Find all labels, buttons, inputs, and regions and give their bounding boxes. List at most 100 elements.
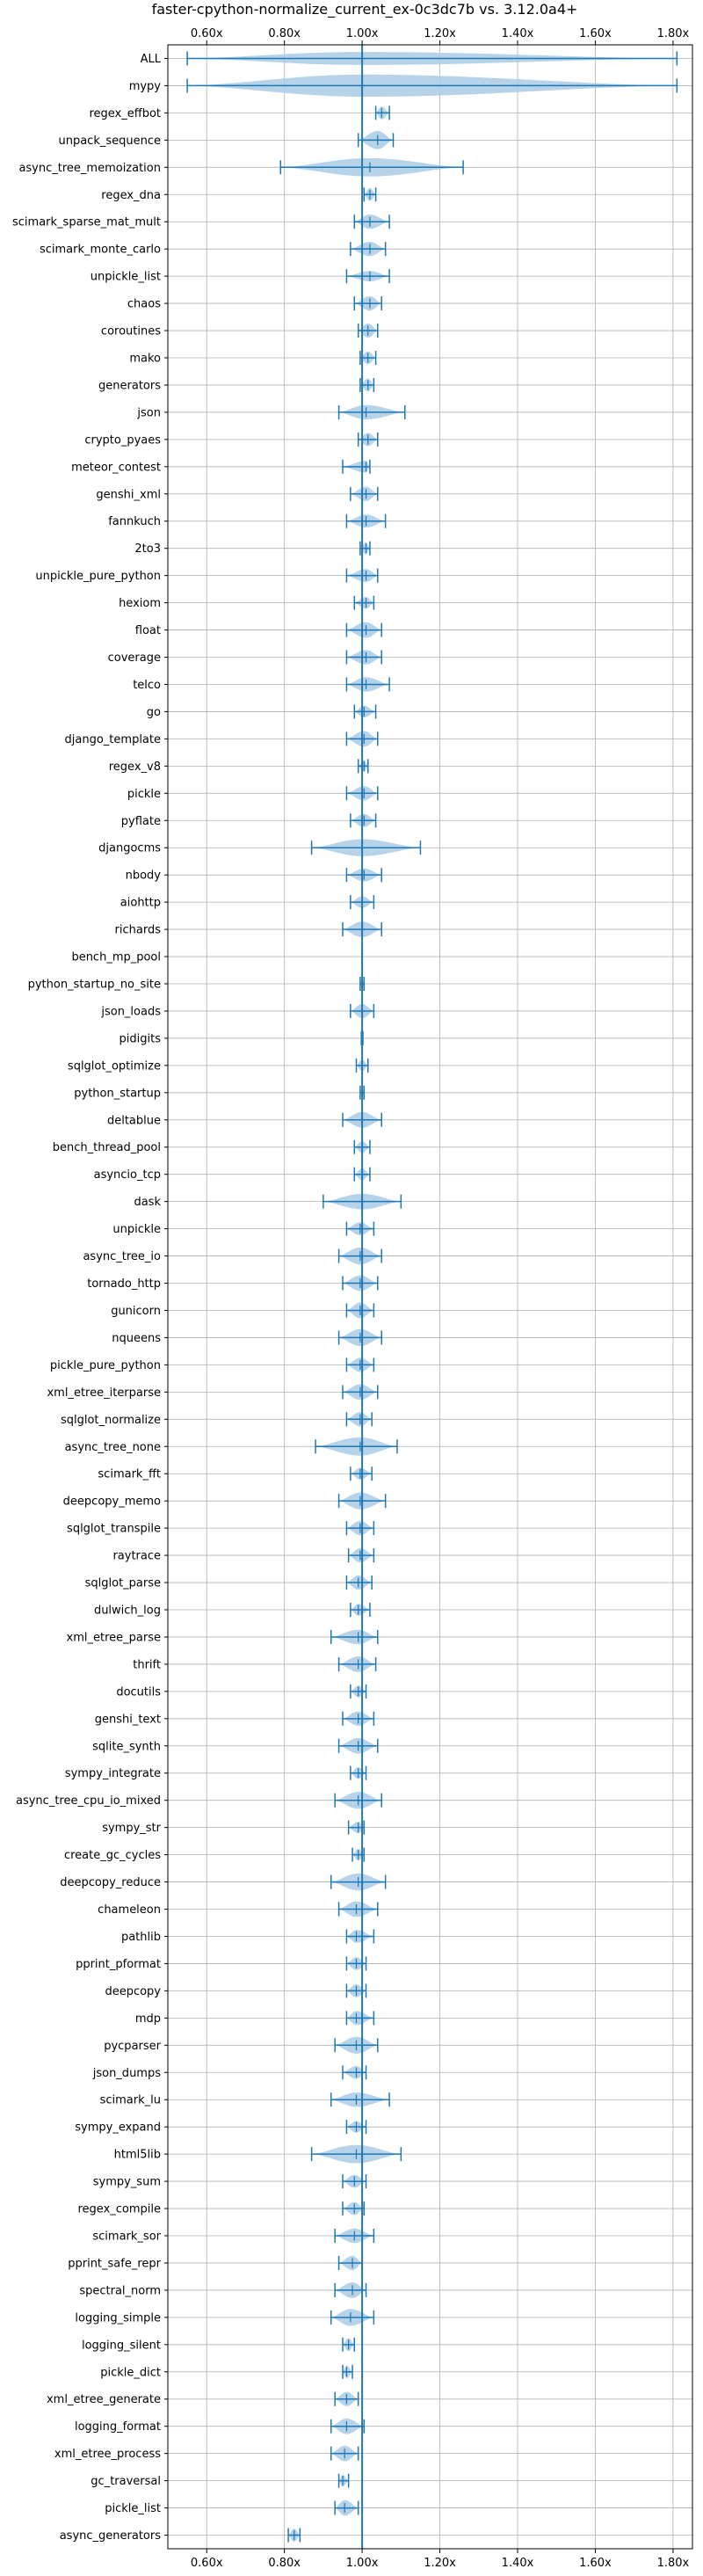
benchmark-label: sympy_sum [93, 2176, 161, 2189]
top-tick-label: 1.20x [424, 27, 456, 40]
benchmark-label: nqueens [112, 1332, 161, 1345]
benchmark-label: coverage [108, 651, 161, 665]
benchmark-label: pidigits [120, 1032, 162, 1045]
benchmark-label: django_template [65, 733, 161, 746]
benchmark-label: sqlglot_optimize [68, 1059, 161, 1073]
top-tick-label: 1.00x [346, 27, 379, 40]
benchmark-label: deepcopy_memo [63, 1495, 161, 1509]
benchmark-label: raytrace [112, 1550, 161, 1563]
bottom-tick-label: 1.60x [579, 2557, 612, 2570]
benchmark-label: pathlib [121, 1931, 161, 1944]
benchmark-label: dulwich_log [94, 1605, 161, 1618]
benchmark-label: deltablue [107, 1114, 161, 1127]
benchmark-label: bench_mp_pool [71, 951, 161, 964]
benchmark-label: sqlglot_normalize [61, 1414, 161, 1427]
benchmark-label: regex_effbot [89, 107, 161, 120]
benchmark-label: mypy [129, 80, 162, 93]
benchmark-label: json_dumps [92, 2067, 161, 2080]
benchmark-label: async_tree_cpu_io_mixed [16, 1794, 161, 1808]
benchmark-label: logging_format [75, 2420, 161, 2434]
benchmark-label: async_tree_io [83, 1250, 161, 1263]
benchmark-label: hexiom [119, 597, 161, 610]
benchmark-label: regex_v8 [109, 760, 161, 774]
benchmark-label: meteor_contest [71, 461, 161, 474]
benchmark-label: xml_etree_parse [67, 1631, 161, 1644]
benchmark-label: docutils [116, 1685, 161, 1699]
bottom-tick-label: 1.80x [657, 2557, 690, 2570]
benchmark-label: unpickle_pure_python [35, 570, 161, 583]
benchmark-label: genshi_xml [96, 488, 161, 501]
benchmark-label: unpickle [112, 1223, 161, 1236]
plot-frame [167, 44, 693, 2550]
benchmark-label: coroutines [101, 325, 161, 338]
benchmark-label: scimark_sparse_mat_mult [12, 216, 161, 229]
label-layer: ALL mypy regex_effbot unpack_sequence async_… [12, 27, 689, 2570]
violin-layer [187, 52, 678, 2542]
benchmark-label: sympy_expand [75, 2121, 161, 2135]
bottom-tick-label: 1.40x [502, 2557, 534, 2570]
benchmark-label: sqlite_synth [92, 1740, 161, 1753]
axis-layer [164, 40, 693, 2553]
benchmark-label: logging_simple [75, 2311, 161, 2325]
benchmark-label: asyncio_tcp [94, 1168, 161, 1182]
benchmark-label: mako [129, 353, 161, 366]
benchmark-label: dask [134, 1196, 161, 1209]
benchmark-label: sqlglot_transpile [67, 1523, 161, 1536]
benchmark-label: scimark_monte_carlo [40, 244, 161, 257]
benchmark-label: unpickle_list [91, 271, 161, 284]
benchmark-label: generators [98, 379, 161, 392]
benchmark-label: mdp [135, 2012, 161, 2026]
benchmark-label: create_gc_cycles [64, 1849, 161, 1862]
benchmark-label: pprint_safe_repr [68, 2257, 161, 2270]
benchmark-label: json [136, 406, 161, 419]
benchmark-label: deepcopy_reduce [60, 1876, 161, 1889]
benchmark-label: python_startup [74, 1087, 161, 1100]
benchmark-label: 2to3 [134, 542, 161, 556]
benchmark-label: async_tree_none [65, 1441, 161, 1454]
benchmark-label: aiohttp [120, 897, 161, 910]
benchmark-label: scimark_lu [100, 2094, 161, 2107]
benchmark-label: pickle_dict [100, 2366, 161, 2379]
benchmark-label: pickle_pure_python [50, 1359, 161, 1372]
benchmark-label: regex_compile [77, 2203, 161, 2216]
benchmark-label: telco [133, 679, 161, 692]
benchmark-label: logging_silent [82, 2339, 161, 2352]
benchmark-label: pickle [127, 788, 161, 801]
benchmark-label: bench_thread_pool [53, 1141, 161, 1154]
top-tick-label: 0.60x [191, 27, 223, 40]
benchmark-label: gunicorn [111, 1305, 161, 1318]
benchmark-label: nbody [126, 870, 162, 883]
bottom-tick-label: 1.00x [346, 2557, 379, 2570]
bottom-tick-label: 0.80x [268, 2557, 301, 2570]
bottom-tick-label: 0.60x [191, 2557, 223, 2570]
benchmark-label: async_tree_memoization [18, 162, 161, 175]
errorbar-layer [186, 51, 678, 2543]
benchmark-label: sympy_integrate [65, 1767, 161, 1780]
bottom-tick-label: 1.20x [424, 2557, 456, 2570]
benchmark-label: html5lib [114, 2149, 161, 2162]
benchmark-label: gc_traversal [91, 2475, 161, 2488]
benchmark-label: xml_etree_generate [47, 2393, 161, 2406]
benchmark-label: go [147, 706, 161, 719]
top-tick-label: 0.80x [268, 27, 301, 40]
benchmark-label: richards [115, 924, 162, 937]
benchmark-label: fannkuch [108, 515, 161, 528]
benchmark-label: json_loads [100, 1005, 161, 1018]
benchmark-label: chaos [127, 298, 161, 311]
benchmark-label: async_generators [60, 2529, 162, 2543]
benchmark-label: sqlglot_parse [85, 1577, 161, 1590]
benchmark-label: xml_etree_process [54, 2448, 161, 2461]
benchmark-label: ALL [141, 53, 162, 66]
benchmark-label: regex_dna [101, 189, 161, 202]
benchmark-label: unpack_sequence [58, 135, 161, 148]
chart-title: faster-cpython-normalize_current_ex-0c3d… [152, 1, 578, 18]
benchmark-label: tornado_http [87, 1277, 161, 1291]
benchmark-label: scimark_fft [98, 1468, 161, 1481]
benchmark-label: scimark_sor [92, 2230, 161, 2244]
benchmark-label: thrift [133, 1658, 161, 1671]
benchmark-label: pyflate [121, 815, 161, 828]
benchmark-label: chameleon [98, 1903, 161, 1917]
top-tick-label: 1.60x [579, 27, 612, 40]
benchmark-label: pprint_pformat [76, 1958, 161, 1971]
